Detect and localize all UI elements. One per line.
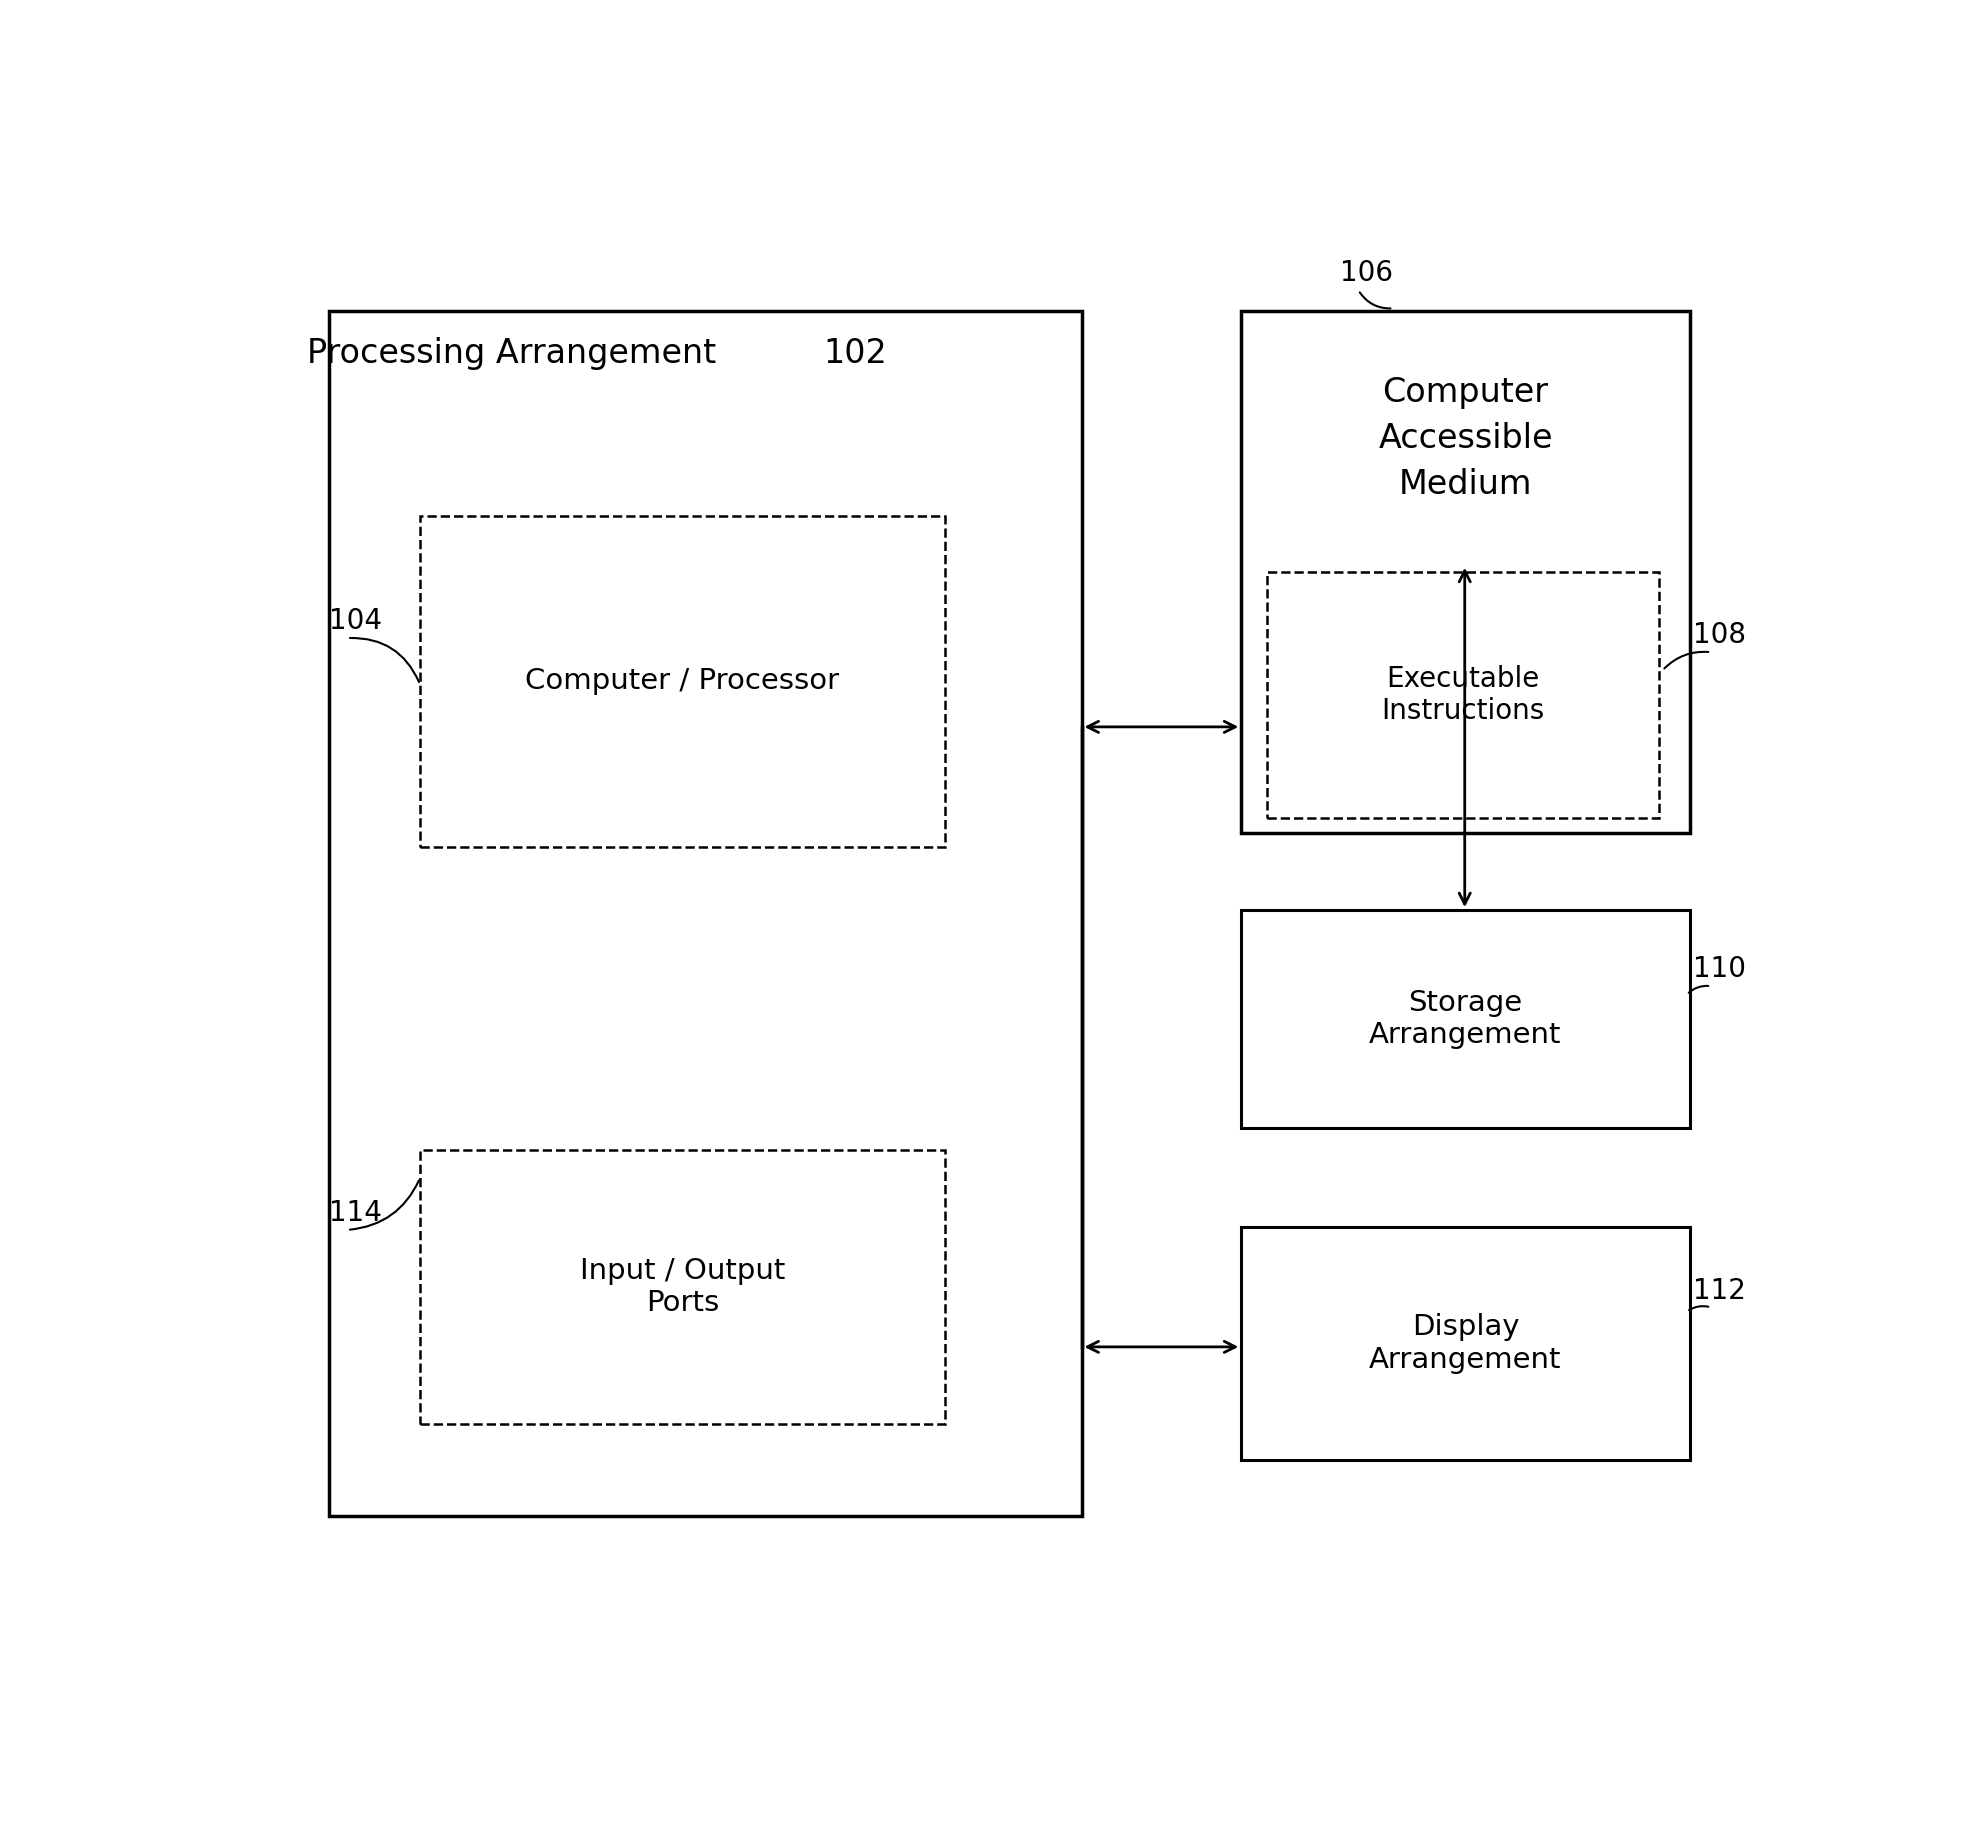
Text: 112: 112 — [1693, 1277, 1746, 1305]
Text: 106: 106 — [1340, 260, 1393, 287]
Text: Computer / Processor: Computer / Processor — [526, 668, 840, 695]
FancyBboxPatch shape — [330, 311, 1081, 1515]
Text: 108: 108 — [1693, 620, 1746, 650]
Text: Display
Arrangement: Display Arrangement — [1369, 1314, 1562, 1374]
Text: Input / Output
Ports: Input / Output Ports — [579, 1257, 785, 1318]
FancyBboxPatch shape — [1242, 910, 1689, 1129]
Text: 114: 114 — [330, 1199, 383, 1228]
Text: 104: 104 — [330, 608, 383, 635]
FancyBboxPatch shape — [1242, 1228, 1689, 1460]
Text: Processing Arrangement: Processing Arrangement — [306, 337, 716, 370]
Text: 102: 102 — [824, 337, 887, 370]
FancyBboxPatch shape — [1242, 311, 1689, 833]
FancyBboxPatch shape — [420, 1149, 946, 1424]
Text: Storage
Arrangement: Storage Arrangement — [1369, 988, 1562, 1049]
FancyBboxPatch shape — [420, 516, 946, 847]
Text: 110: 110 — [1693, 955, 1746, 983]
FancyBboxPatch shape — [1267, 571, 1660, 818]
Text: Computer
Accessible
Medium: Computer Accessible Medium — [1377, 375, 1552, 501]
Text: Executable
Instructions: Executable Instructions — [1381, 664, 1544, 725]
